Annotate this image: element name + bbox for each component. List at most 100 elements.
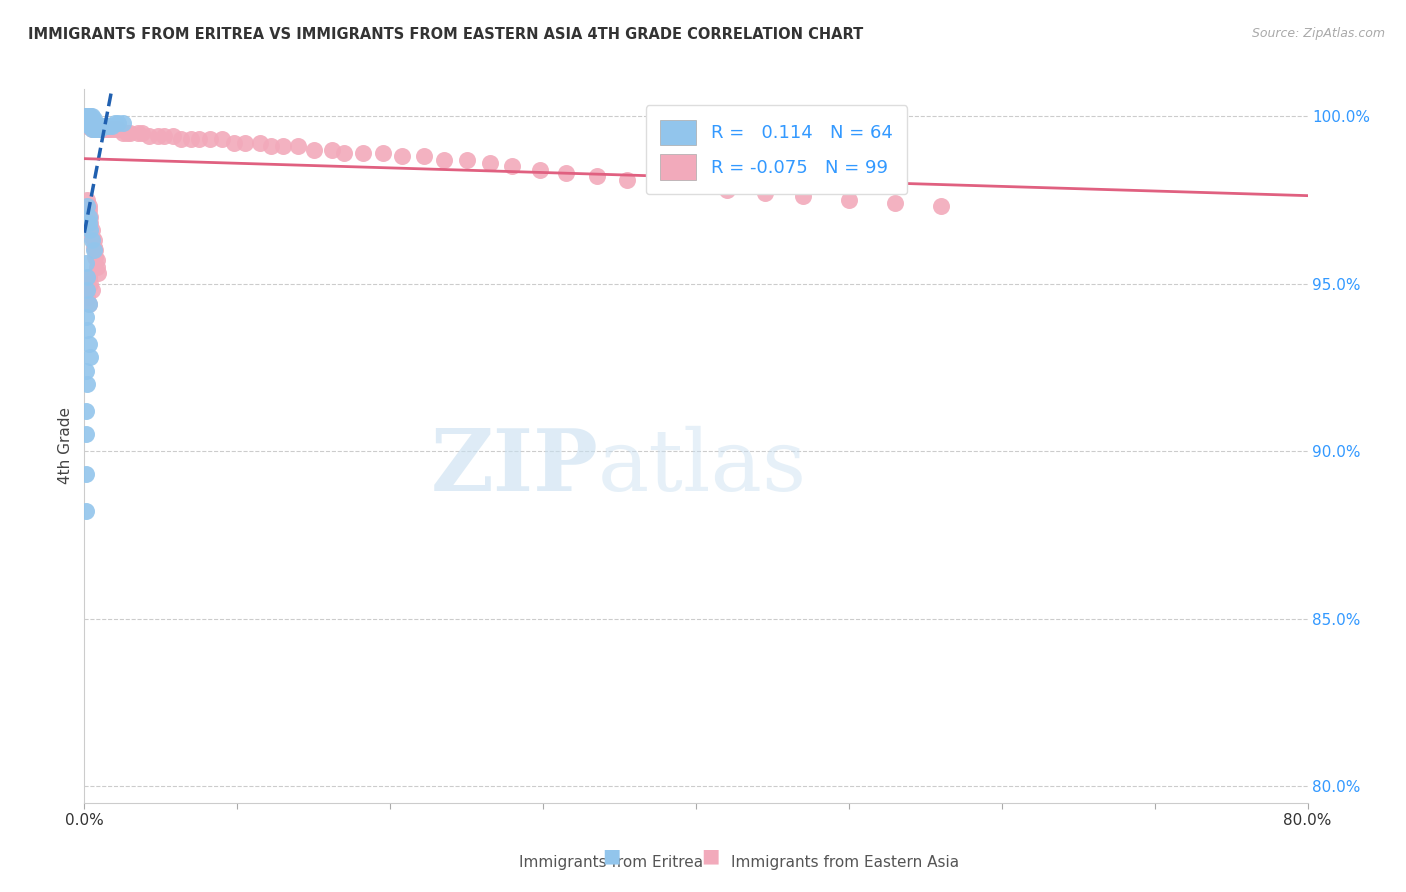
Point: [80, 283, 103, 297]
Point: [302, 143, 325, 157]
Point: [75, 256, 97, 270]
Point: [107, 122, 129, 136]
Point: [77, 296, 100, 310]
Point: [77, 296, 100, 310]
Point: [188, 132, 211, 146]
Point: [120, 126, 142, 140]
Point: [79, 223, 101, 237]
Point: [682, 179, 704, 194]
Point: [96, 122, 118, 136]
Point: [87, 267, 110, 281]
Point: [80, 112, 103, 127]
Point: [76, 116, 98, 130]
Point: [84, 119, 107, 133]
Point: [97, 119, 120, 133]
Point: [478, 156, 501, 170]
Point: [93, 122, 115, 136]
Point: [80, 109, 103, 123]
Point: [83, 116, 105, 130]
Point: [89, 119, 111, 133]
Point: [79, 116, 101, 130]
Point: [79, 112, 101, 127]
Point: [75, 504, 97, 518]
Point: [198, 132, 221, 146]
Text: atlas: atlas: [598, 425, 807, 509]
Point: [76, 283, 98, 297]
Point: [86, 122, 108, 136]
Point: [83, 122, 105, 136]
Point: [84, 250, 107, 264]
Point: [86, 122, 108, 136]
Point: [75, 109, 97, 123]
Legend: R =   0.114   N = 64, R = -0.075   N = 99: R = 0.114 N = 64, R = -0.075 N = 99: [645, 105, 907, 194]
Point: [94, 119, 117, 133]
Point: [555, 166, 578, 180]
Point: [93, 119, 115, 133]
Point: [79, 210, 101, 224]
Point: [77, 116, 100, 130]
Point: [79, 119, 101, 133]
Point: [79, 216, 101, 230]
Point: [170, 132, 193, 146]
Point: [211, 132, 233, 146]
Point: [76, 119, 98, 133]
Point: [96, 119, 118, 133]
Point: [75, 310, 97, 324]
Point: [104, 122, 127, 136]
Point: [321, 143, 343, 157]
Point: [80, 119, 103, 133]
Point: [371, 145, 394, 160]
Point: [83, 233, 105, 247]
Point: [76, 112, 98, 127]
Point: [77, 202, 100, 217]
Point: [77, 116, 100, 130]
Point: [91, 119, 114, 133]
Point: [111, 116, 134, 130]
Point: [83, 119, 105, 133]
Point: [391, 149, 413, 163]
Point: [883, 196, 905, 211]
Point: [333, 145, 356, 160]
Point: [80, 112, 103, 127]
Point: [792, 189, 814, 203]
Point: [146, 129, 169, 144]
Point: [90, 119, 112, 133]
Point: [80, 122, 103, 136]
Point: [929, 199, 952, 213]
Point: [75, 112, 97, 127]
Point: [83, 243, 105, 257]
Point: [111, 126, 134, 140]
Point: [83, 112, 105, 127]
Point: [131, 126, 153, 140]
Point: [456, 153, 478, 167]
Point: [83, 116, 105, 130]
Point: [287, 139, 309, 153]
Point: [83, 240, 105, 254]
Point: [80, 229, 103, 244]
Text: Source: ZipAtlas.com: Source: ZipAtlas.com: [1251, 27, 1385, 40]
Point: [89, 122, 111, 136]
Point: [77, 116, 100, 130]
Point: [115, 126, 138, 140]
Point: [76, 193, 98, 207]
Point: [83, 119, 105, 133]
Point: [101, 119, 124, 133]
Point: [754, 186, 776, 200]
Point: [180, 132, 202, 146]
Y-axis label: 4th Grade: 4th Grade: [58, 408, 73, 484]
Point: [79, 350, 101, 364]
Point: [87, 119, 110, 133]
Point: [75, 467, 97, 482]
Point: [86, 119, 108, 133]
Point: [84, 243, 107, 257]
Point: [153, 129, 176, 144]
Point: [162, 129, 184, 144]
Point: [76, 269, 98, 284]
Text: ZIP: ZIP: [430, 425, 598, 509]
Point: [89, 122, 111, 136]
Point: [77, 109, 100, 123]
Point: [79, 116, 101, 130]
Point: [76, 109, 98, 123]
Point: [585, 169, 607, 184]
Point: [90, 122, 112, 136]
